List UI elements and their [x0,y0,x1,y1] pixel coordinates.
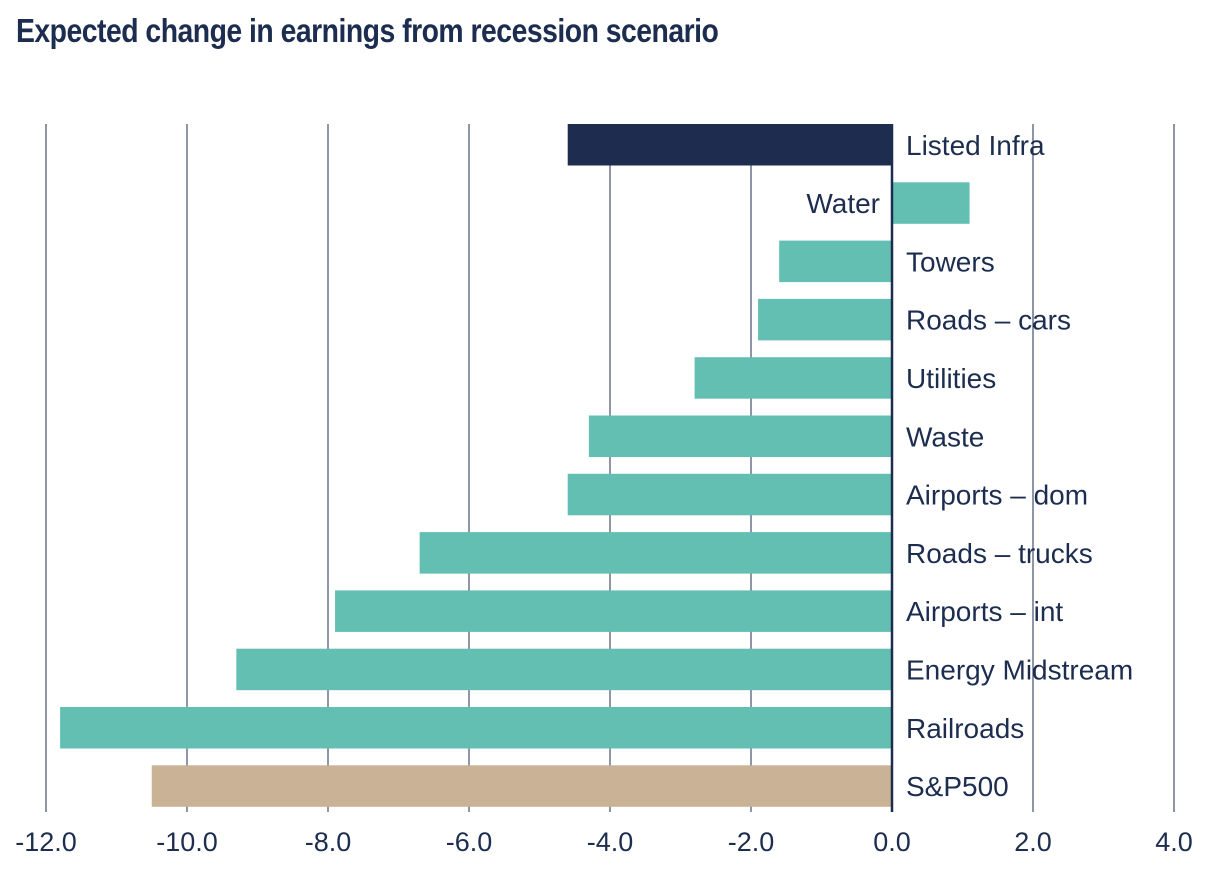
bar [151,765,892,807]
x-tick-label: -2.0 [728,827,775,857]
x-tick-label: -6.0 [446,827,493,857]
x-tick-label: -12.0 [15,827,77,857]
bar [60,707,893,749]
bar [335,590,892,632]
bar [892,182,970,224]
category-label: Towers [906,246,995,277]
category-labels: Listed Infra Water Towers Roads – cars Utili… [806,130,1133,802]
x-tick-label: -10.0 [156,827,218,857]
bar [779,240,892,283]
x-tick-label: -4.0 [587,827,634,857]
bar [758,298,892,341]
bar [588,415,892,457]
bars [60,124,970,807]
gridlines [45,124,1175,812]
category-label: Airports – dom [906,480,1088,511]
x-tick-label: 0.0 [873,827,911,857]
category-label: Waste [906,421,984,452]
category-label: Roads – cars [906,305,1071,336]
category-label: Water [806,188,880,219]
bar [567,124,892,166]
x-tick-label: 4.0 [1155,827,1193,857]
category-label: Utilities [906,363,996,394]
category-label: Energy Midstream [906,654,1133,685]
bar [567,473,892,516]
x-axis-tick-labels: -12.0 -10.0 -8.0 -6.0 -4.0 -2.0 0.0 2.0 4.0 [15,827,1193,857]
category-label: S&P500 [906,771,1009,802]
bar [419,532,892,574]
chart-title: Expected change in earnings from recessi… [16,12,719,49]
x-tick-label: 2.0 [1014,827,1052,857]
category-label: Airports – int [906,596,1063,627]
x-tick-label: -8.0 [305,827,352,857]
category-label: Railroads [906,713,1024,744]
category-label: Listed Infra [906,130,1045,161]
bar [694,357,892,399]
category-label: Roads – trucks [906,538,1093,569]
bar [236,648,893,691]
